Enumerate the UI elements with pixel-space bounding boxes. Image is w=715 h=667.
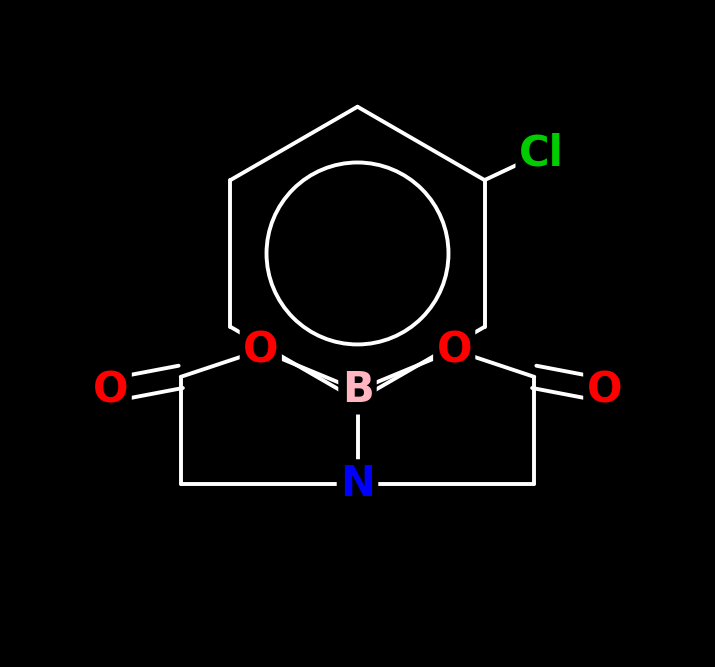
Text: O: O — [243, 329, 279, 371]
Text: N: N — [340, 463, 375, 504]
Text: B: B — [342, 370, 373, 411]
Text: O: O — [436, 329, 472, 371]
Text: O: O — [586, 370, 622, 411]
Text: O: O — [93, 370, 129, 411]
Text: Cl: Cl — [519, 133, 563, 174]
